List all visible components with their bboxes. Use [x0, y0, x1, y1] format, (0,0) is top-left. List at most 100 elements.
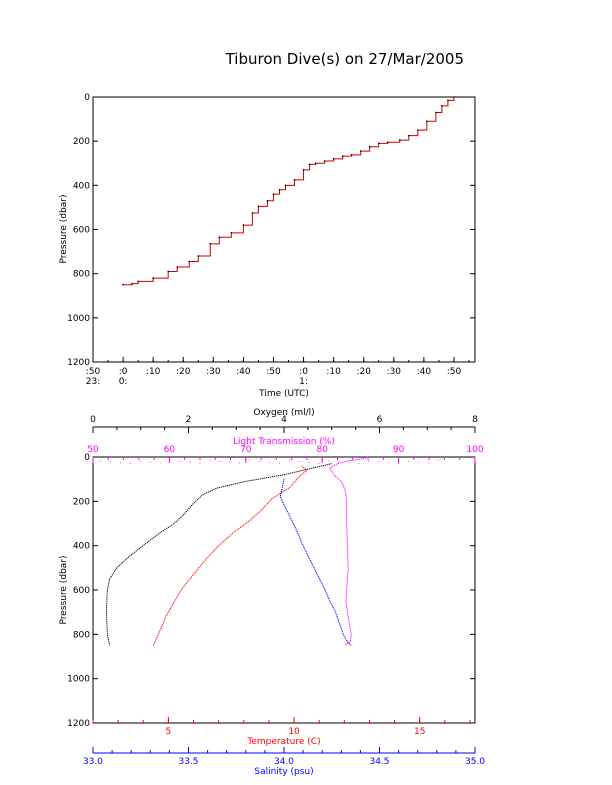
light-transmission-surface-point	[408, 460, 410, 462]
dive-point	[350, 154, 353, 156]
light-transmission-surface-point	[288, 460, 290, 462]
oxygen-axis-label: Oxygen (ml/l)	[253, 408, 314, 418]
top-x-tick-day-label: 1:	[299, 377, 308, 387]
bottom-y-tick-label: 200	[73, 497, 90, 507]
dive-point	[341, 155, 344, 157]
top-y-tick-label: 600	[73, 226, 90, 236]
bottom-multi-axes: 0 2 4 6 8 50 60 70 80 90 100 5 10 15 33.0 33.5 34.0 34.5 3…	[83, 415, 485, 767]
salinity-tick-label: 34.5	[369, 757, 389, 767]
dive-point	[377, 142, 380, 145]
top-x-tick-label: :30	[206, 367, 221, 377]
top-plot-frame	[92, 96, 476, 363]
bottom-series-group	[100, 456, 439, 646]
dive-point	[359, 150, 362, 152]
dive-point	[167, 270, 169, 273]
dive-point	[302, 169, 305, 171]
bottom-y-axis-label: Pressure (dbar)	[59, 556, 69, 625]
top-x-tick-label: :20	[356, 367, 371, 377]
salinity-axis-label: Salinity (psu)	[254, 767, 313, 777]
dive-point	[251, 212, 254, 214]
light-transmission-surface-point	[139, 460, 141, 462]
top-x-axis-label: Time (UTC)	[258, 389, 309, 399]
dive-point	[308, 163, 311, 166]
light-transmission-surface-point	[199, 462, 201, 464]
light-transmission-surface-point	[159, 462, 161, 464]
light-transmission-axis-label: Light Transmission (%)	[233, 437, 335, 447]
top-x-tick-label: :0	[119, 367, 128, 377]
top-y-axis: 0 200 400 600 800 1000 1200	[67, 93, 475, 368]
light-transmission-surface-point	[278, 462, 280, 464]
top-x-tick-label: :20	[176, 367, 191, 377]
salinity-profile-trace	[279, 479, 352, 646]
dive-point	[122, 283, 124, 286]
oxygen-tick-label: 6	[377, 415, 383, 425]
light-transmission-surface-point	[388, 462, 390, 464]
top-series-group	[122, 96, 455, 286]
bottom-y-tick-label: 1000	[67, 675, 90, 685]
light-transmission-surface-point	[368, 460, 370, 462]
light-transmission-surface-point	[427, 462, 429, 464]
light-transmission-surface-point	[338, 461, 340, 463]
light-transmission-surface-point	[169, 459, 171, 461]
dive-point	[426, 120, 428, 123]
bottom-y-tick-label: 1200	[67, 719, 90, 729]
top-y-tick-label: 0	[84, 93, 90, 103]
top-x-tick-label: :10	[326, 367, 341, 377]
light-transmission-surface-point	[149, 461, 151, 463]
light-transmission-tick-label: 60	[164, 445, 176, 455]
light-transmission-surface-point	[378, 461, 380, 463]
bottom-y-tick-label: 400	[73, 542, 90, 552]
top-x-tick-label: :0	[299, 367, 308, 377]
top-x-tick-label: :50	[86, 367, 101, 377]
oxygen-tick-label: 0	[90, 415, 96, 425]
dive-point	[314, 162, 317, 165]
salinity-tick-label: 34.0	[274, 757, 294, 767]
light-transmission-surface-point	[318, 462, 320, 464]
light-transmission-surface-point	[298, 461, 300, 463]
dive-point	[152, 277, 154, 279]
temperature-profile-trace	[152, 465, 308, 646]
top-x-tick-label: :50	[447, 367, 462, 377]
top-x-tick-day-label: 23:	[86, 377, 100, 387]
dive-point	[209, 243, 212, 245]
bottom-y-axis: 0 200 400 600 800 1000 1200	[67, 453, 475, 729]
dive-point	[284, 184, 287, 187]
salinity-tick-label: 35.0	[465, 757, 485, 767]
light-transmission-tick-label: 90	[393, 445, 405, 455]
dive-pressure-trace	[123, 97, 455, 286]
light-transmission-surface-point	[100, 460, 102, 462]
top-x-tick-label: :30	[387, 367, 402, 377]
page-title: Tiburon Dive(s) on 27/Mar/2005	[225, 50, 464, 68]
light-transmission-surface-point	[358, 463, 360, 465]
top-y-tick-label: 1000	[67, 314, 90, 324]
light-transmission-surface-point	[249, 460, 251, 462]
dive-point	[188, 260, 191, 263]
light-transmission-surface-point	[129, 463, 131, 465]
light-transmission-surface-point	[179, 460, 181, 462]
temperature-tick-label: 15	[414, 727, 425, 737]
salinity-tick-label: 33.0	[83, 757, 103, 767]
dive-point	[257, 205, 260, 208]
light-transmission-tick-label: 100	[466, 445, 483, 455]
light-transmission-tick-label: 50	[87, 445, 99, 455]
light-transmission-surface-point	[268, 461, 270, 463]
top-x-tick-label: :40	[417, 367, 432, 377]
top-y-tick-label: 800	[73, 270, 90, 280]
dive-point	[435, 111, 437, 114]
bottom-y-tick-label: 600	[73, 586, 90, 596]
light-transmission-tick-label: 70	[240, 445, 252, 455]
top-y-axis-label: Pressure (dbar)	[59, 195, 69, 264]
light-transmission-surface-point	[437, 459, 439, 461]
dive-point	[266, 199, 269, 202]
top-x-tick-label: :40	[236, 367, 251, 377]
top-y-tick-label: 1200	[67, 358, 90, 368]
dive-point	[242, 224, 245, 226]
top-y-tick-label: 200	[73, 137, 90, 147]
dive-point	[293, 179, 296, 181]
light-transmission-surface-point	[259, 461, 261, 463]
light-transmission-tick-label: 80	[316, 445, 328, 455]
dive-point	[278, 188, 281, 191]
